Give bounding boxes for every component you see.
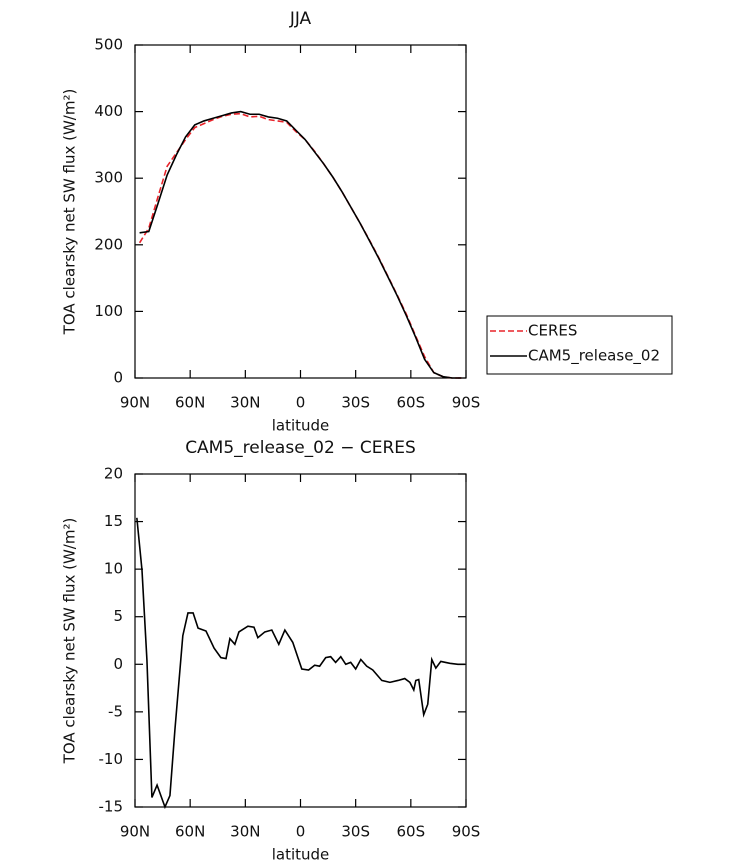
y-tick-label: 20 (104, 465, 123, 483)
series-line (139, 110, 462, 379)
y-tick-label: 200 (94, 235, 123, 253)
x-tick-label: 90S (452, 394, 481, 412)
y-tick-label: 15 (104, 512, 123, 530)
y-tick-label: 5 (113, 607, 123, 625)
y-axis-label: TOA clearsky net SW flux (W/m²) (61, 89, 79, 336)
chart-title: JJA (289, 9, 312, 29)
y-tick-label: 0 (113, 655, 123, 673)
x-tick-label: 30N (230, 823, 260, 841)
y-tick-label: 500 (94, 36, 123, 54)
x-tick-label: 60N (175, 823, 205, 841)
y-tick-label: 10 (104, 560, 123, 578)
legend-label: CAM5_release_02 (528, 347, 660, 366)
legend-box (486, 315, 673, 375)
x-tick-label: 90N (120, 823, 150, 841)
series-line (138, 112, 462, 379)
x-tick-label: 90S (452, 823, 481, 841)
x-tick-label: 0 (296, 823, 306, 841)
y-tick-label: -10 (99, 750, 124, 768)
plot-frame (134, 473, 467, 808)
y-tick-label: 100 (94, 302, 123, 320)
y-tick-label: -5 (108, 702, 123, 720)
legend-label: CERES (528, 322, 577, 340)
x-tick-label: 60S (397, 394, 426, 412)
y-axis-label: TOA clearsky net SW flux (W/m²) (61, 518, 79, 765)
x-tick-label: 60S (397, 823, 426, 841)
x-tick-label: 30N (230, 394, 260, 412)
x-tick-label: 60N (175, 394, 205, 412)
x-tick-label: 0 (296, 394, 306, 412)
x-tick-label: 90N (120, 394, 150, 412)
series-line (136, 517, 465, 810)
x-axis-label: latitude (272, 846, 330, 864)
y-tick-label: 400 (94, 102, 123, 120)
plot-frame (134, 44, 467, 379)
y-tick-label: -15 (99, 798, 124, 816)
x-axis-label: latitude (272, 417, 330, 435)
x-tick-label: 30S (341, 394, 370, 412)
x-tick-label: 30S (341, 823, 370, 841)
chart-title: CAM5_release_02 − CERES (185, 438, 416, 458)
y-tick-label: 0 (113, 369, 123, 387)
y-tick-label: 300 (94, 169, 123, 187)
